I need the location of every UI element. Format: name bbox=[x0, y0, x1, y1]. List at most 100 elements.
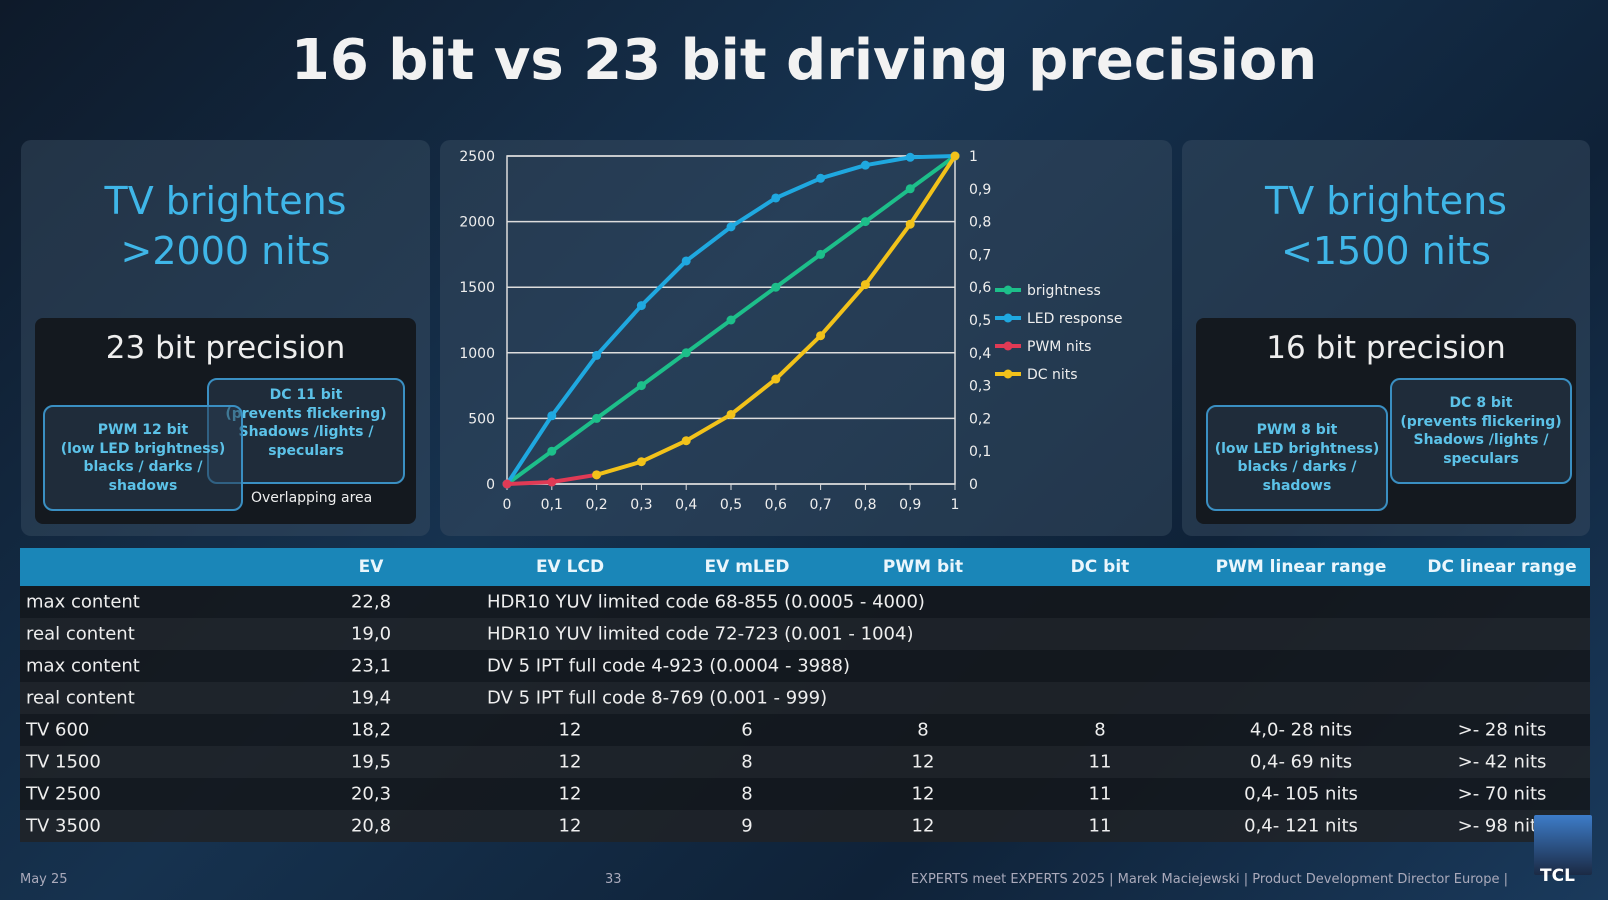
x-tick-label: 0,5 bbox=[720, 497, 742, 513]
table-header: EV EV LCD EV mLED PWM bit DC bit PWM lin… bbox=[20, 548, 1590, 586]
y2-tick-label: 0,6 bbox=[969, 280, 991, 296]
x-tick-label: 0,8 bbox=[854, 497, 876, 513]
box-line: Shadows /lights / bbox=[238, 424, 374, 440]
footer-credit: EXPERTS meet EXPERTS 2025 | Marek Maciej… bbox=[910, 872, 1508, 887]
box-line: DC 8 bit bbox=[1449, 395, 1513, 411]
legend-label: brightness bbox=[1027, 283, 1101, 299]
table-cell: 12 bbox=[558, 719, 582, 741]
data-point bbox=[816, 249, 826, 259]
precision-box: 16 bit precision DC 8 bit (prevents flick… bbox=[1196, 318, 1576, 524]
y2-tick-label: 1 bbox=[969, 149, 978, 165]
table-cell: 12 bbox=[911, 815, 935, 837]
row-label: TV 3500 bbox=[26, 815, 101, 837]
right-heading: TV brightens <1500 nits bbox=[1182, 176, 1590, 276]
presenter-photo bbox=[1534, 815, 1592, 875]
overlap-label: Overlapping area bbox=[251, 490, 373, 506]
row-label: max content bbox=[26, 655, 140, 677]
table-cell: >- 98 nits bbox=[1457, 815, 1547, 837]
table-cell: 11 bbox=[1088, 783, 1112, 805]
data-point bbox=[547, 477, 557, 487]
box-line: shadows bbox=[108, 477, 178, 494]
data-point bbox=[681, 256, 691, 266]
data-point bbox=[592, 413, 602, 423]
left-heading: TV brightens >2000 nits bbox=[21, 176, 430, 276]
code-range-cell: DV 5 IPT full code 4-923 (0.0004 - 3988) bbox=[487, 655, 851, 677]
code-range-cell: HDR10 YUV limited code 72-723 (0.001 - 1… bbox=[487, 623, 914, 645]
table-cell: 12 bbox=[911, 751, 935, 773]
right-panel: TV brightens <1500 nits 16 bit precision … bbox=[1182, 140, 1590, 536]
table-cell: 11 bbox=[1088, 751, 1112, 773]
code-range-cell: HDR10 YUV limited code 68-855 (0.0005 - … bbox=[487, 591, 925, 613]
box-line: (prevents flickering) bbox=[1400, 413, 1562, 430]
legend-marker bbox=[1003, 313, 1013, 323]
y2-tick-label: 0,3 bbox=[969, 379, 991, 395]
dc-box: DC 8 bit (prevents flickering) Shadows /li… bbox=[1390, 378, 1572, 484]
box-line: blacks / darks / bbox=[1237, 459, 1357, 475]
table-cell: 12 bbox=[558, 815, 582, 837]
y2-tick-label: 0 bbox=[969, 477, 978, 493]
box-line: speculars bbox=[268, 442, 344, 459]
box-line: PWM 8 bit bbox=[1256, 422, 1338, 438]
precision-title: 16 bit precision bbox=[1266, 330, 1506, 366]
precision-box: 23 bit precision DC 11 bit (prevents flic… bbox=[35, 318, 416, 524]
pwm-box: PWM 12 bit (low LED brightness) blacks / d… bbox=[43, 405, 243, 511]
box-line: speculars bbox=[1443, 450, 1519, 467]
x-tick-label: 0,1 bbox=[541, 497, 563, 513]
x-tick-label: 1 bbox=[951, 497, 960, 513]
table-cell: 4,0- 28 nits bbox=[1249, 719, 1353, 741]
table-row: real content 19,4 DV 5 IPT full code 8-7… bbox=[20, 682, 1590, 714]
ev-cell: 19,0 bbox=[350, 623, 392, 645]
left-panel: TV brightens >2000 nits 23 bit precision … bbox=[21, 140, 430, 536]
table-row: max content 22,8 HDR10 YUV limited code … bbox=[20, 586, 1590, 618]
y-tick-label: 0 bbox=[486, 477, 495, 493]
data-point bbox=[771, 282, 781, 292]
y-tick-label: 2000 bbox=[459, 215, 495, 231]
data-point bbox=[726, 409, 736, 419]
y-tick-label: 1500 bbox=[459, 280, 495, 296]
data-point bbox=[636, 381, 646, 391]
data-point bbox=[636, 457, 646, 467]
data-point bbox=[681, 348, 691, 358]
table-row: TV 1500 19,5 12 8 12 11 0,4- 69 nits >- 42 nits bbox=[20, 746, 1590, 778]
y2-tick-label: 0,5 bbox=[969, 313, 991, 329]
table-cell: >- 70 nits bbox=[1457, 783, 1547, 805]
data-point bbox=[771, 374, 781, 384]
row-label: TV 600 bbox=[26, 719, 90, 741]
x-tick-label: 0,6 bbox=[765, 497, 787, 513]
legend-label: DC nits bbox=[1027, 367, 1078, 383]
box-line: Shadows /lights / bbox=[1413, 432, 1549, 448]
data-point bbox=[502, 479, 512, 489]
ev-cell: 19,4 bbox=[350, 687, 392, 709]
row-label: real content bbox=[26, 687, 135, 709]
table-cell: 12 bbox=[911, 783, 935, 805]
row-label: max content bbox=[26, 591, 140, 613]
specs-table: EV EV LCD EV mLED PWM bit DC bit PWM lin… bbox=[20, 548, 1590, 842]
x-tick-label: 0,9 bbox=[899, 497, 921, 513]
y2-tick-label: 0,1 bbox=[969, 444, 991, 460]
data-point bbox=[860, 160, 870, 170]
table-row: max content 23,1 DV 5 IPT full code 4-92… bbox=[20, 650, 1590, 682]
data-point bbox=[726, 222, 736, 232]
box-line: shadows bbox=[1262, 477, 1332, 494]
col-header: EV LCD bbox=[535, 557, 605, 577]
data-point bbox=[681, 436, 691, 446]
legend-marker bbox=[1003, 369, 1013, 379]
box-line: DC 11 bit bbox=[269, 387, 343, 403]
table-cell: 8 bbox=[741, 751, 753, 773]
legend-marker bbox=[1003, 341, 1013, 351]
row-label: TV 1500 bbox=[26, 751, 101, 773]
ev-cell: 22,8 bbox=[350, 591, 392, 613]
col-header: PWM linear range bbox=[1215, 557, 1387, 577]
data-point bbox=[816, 331, 826, 341]
data-point bbox=[905, 152, 915, 162]
legend-label: LED response bbox=[1027, 311, 1122, 327]
tcl-logo: TCL bbox=[1540, 866, 1575, 886]
x-tick-label: 0,2 bbox=[585, 497, 607, 513]
data-point bbox=[592, 470, 602, 480]
col-header: EV mLED bbox=[704, 557, 790, 577]
table-cell: 8 bbox=[1094, 719, 1106, 741]
table-cell: 0,4- 105 nits bbox=[1244, 783, 1358, 805]
col-header: DC bit bbox=[1070, 557, 1130, 577]
table-cell: 12 bbox=[558, 783, 582, 805]
data-point bbox=[950, 151, 960, 161]
